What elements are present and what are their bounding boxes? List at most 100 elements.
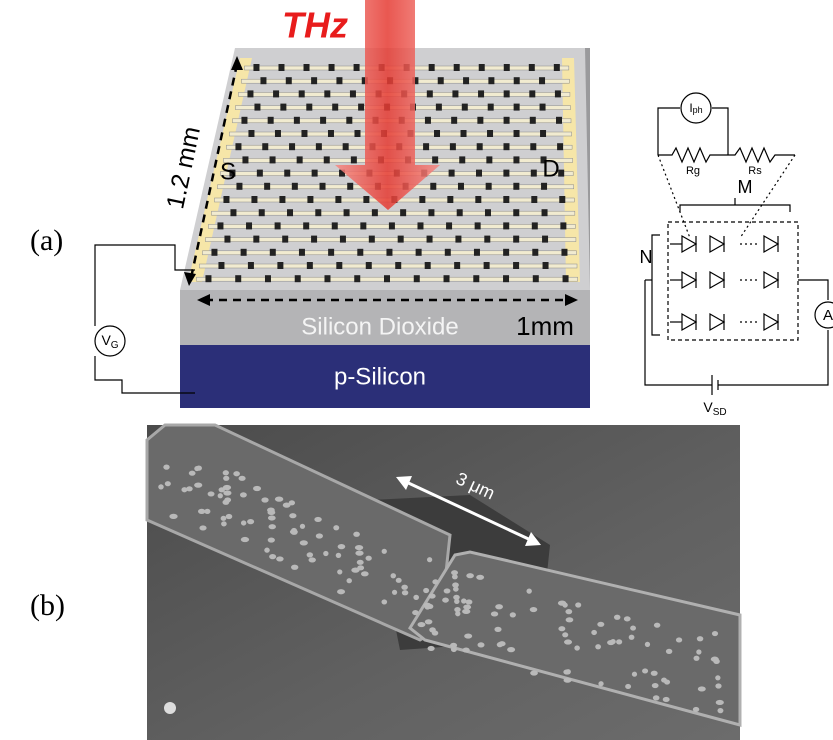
grain (423, 587, 430, 594)
junction (513, 103, 520, 111)
junction (483, 262, 490, 269)
junction (478, 64, 485, 71)
junction (311, 77, 318, 85)
grain (188, 470, 196, 476)
junction (336, 77, 343, 85)
grain (274, 496, 284, 502)
junction (557, 143, 564, 151)
junction (273, 90, 280, 98)
junction (256, 169, 263, 177)
junction (294, 275, 301, 283)
junction (353, 64, 360, 71)
grain (431, 630, 439, 636)
junction (282, 235, 289, 243)
junction (513, 182, 520, 190)
grain (453, 594, 460, 600)
grain (428, 593, 436, 599)
junction (452, 90, 459, 98)
junction (513, 235, 520, 243)
junction (562, 275, 569, 283)
grain (223, 490, 232, 496)
arrowhead (565, 294, 578, 306)
junction (513, 77, 520, 85)
junction (434, 130, 441, 137)
junction (242, 156, 249, 164)
junction (346, 116, 353, 124)
grain (247, 519, 255, 525)
grain (158, 484, 164, 490)
subscript: G (111, 340, 119, 351)
junction (451, 116, 458, 124)
grain (495, 604, 503, 610)
grain (452, 582, 459, 588)
grain (628, 634, 635, 640)
junction (484, 209, 491, 217)
panel-label: (b) (30, 589, 65, 622)
junction (395, 262, 402, 269)
junction (444, 248, 451, 256)
grain (346, 578, 352, 584)
gate-source-label: VG (101, 332, 118, 351)
junction (388, 222, 395, 230)
grain (395, 577, 402, 583)
grain (253, 485, 262, 492)
grain (220, 515, 227, 521)
resistor-s-label: Rs (748, 165, 762, 177)
junction (230, 209, 237, 217)
grain (451, 570, 458, 576)
grain (464, 633, 473, 639)
columns-label: M (738, 177, 753, 197)
junction (324, 90, 331, 98)
junction (476, 169, 483, 177)
junction (363, 196, 370, 203)
length-label: 1.2 mm (161, 124, 206, 211)
junction (503, 90, 510, 98)
diode (681, 234, 698, 254)
grain (381, 599, 388, 605)
grain (164, 481, 171, 487)
junction (258, 209, 265, 217)
grain (225, 513, 233, 520)
junction (415, 248, 422, 256)
junction (448, 169, 455, 177)
junction (426, 235, 433, 243)
diode (763, 312, 780, 332)
junction (306, 103, 313, 111)
right-electrode (408, 550, 742, 727)
grain (466, 573, 474, 579)
junction (455, 235, 462, 243)
grain (204, 508, 211, 514)
junction (486, 156, 493, 164)
grain (427, 645, 435, 652)
subscript: SD (713, 407, 727, 418)
stripe (205, 237, 577, 242)
grain (223, 475, 230, 481)
grain (381, 548, 387, 554)
junction (413, 275, 420, 283)
grain (625, 683, 632, 690)
junction (319, 182, 326, 190)
grain (315, 533, 323, 539)
junction (278, 64, 285, 71)
junction (484, 235, 491, 243)
grain (630, 625, 636, 631)
junction (503, 143, 510, 151)
grain (233, 471, 240, 477)
symbol: V (703, 399, 713, 415)
junction (532, 248, 539, 256)
junction (262, 143, 269, 151)
grain (337, 569, 343, 575)
junction (529, 116, 536, 124)
junction (251, 196, 258, 203)
junction (423, 143, 430, 151)
grain (661, 677, 667, 683)
grain (662, 696, 670, 703)
grain (564, 639, 573, 645)
junction (291, 182, 298, 190)
arrowhead (525, 532, 541, 546)
grain (269, 554, 277, 560)
rows-label: N (640, 247, 653, 267)
grain (207, 491, 215, 497)
junction (247, 262, 254, 269)
junction (246, 222, 253, 230)
